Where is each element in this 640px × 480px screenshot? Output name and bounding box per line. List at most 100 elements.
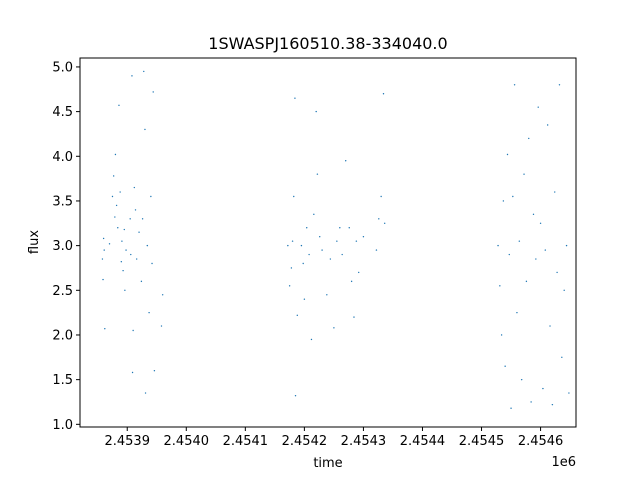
data-point: [291, 240, 294, 242]
y-tick-label: 2.0: [52, 328, 73, 343]
data-point: [546, 124, 549, 126]
data-point: [502, 200, 505, 202]
data-point: [568, 392, 570, 394]
data-point: [290, 267, 293, 269]
y-tick-label: 4.5: [52, 105, 73, 120]
data-point: [556, 271, 558, 274]
data-point: [544, 249, 546, 251]
data-point: [134, 209, 137, 211]
data-point: [558, 84, 561, 86]
data-point: [300, 244, 303, 247]
chart-title: 1SWASPJ160510.38-334040.0: [208, 34, 447, 53]
data-point: [500, 334, 503, 336]
data-point: [131, 75, 133, 77]
data-point: [508, 253, 510, 256]
data-point: [122, 269, 124, 272]
data-point: [530, 401, 532, 403]
data-point: [518, 240, 521, 242]
data-point: [362, 235, 365, 238]
data-point: [146, 244, 149, 247]
data-point: [321, 249, 323, 251]
data-point: [115, 204, 118, 207]
data-point: [319, 235, 321, 238]
data-point: [510, 407, 512, 409]
data-point: [333, 327, 335, 329]
data-point: [315, 110, 317, 113]
data-point: [516, 311, 518, 314]
data-point: [102, 278, 104, 281]
data-point: [378, 218, 380, 220]
data-point: [542, 387, 544, 390]
plot-area: [80, 58, 576, 427]
data-point: [293, 195, 295, 198]
data-point: [520, 378, 523, 381]
x-tick-label: 2.4545: [459, 434, 505, 449]
y-tick-label: 3.0: [52, 239, 73, 254]
data-point: [313, 213, 315, 216]
data-point: [108, 243, 111, 245]
data-point: [143, 70, 145, 73]
data-point: [336, 240, 338, 242]
data-point: [554, 191, 556, 193]
data-point: [308, 253, 310, 256]
data-point: [131, 371, 134, 374]
data-point: [119, 191, 121, 193]
x-tick-label: 2.4541: [223, 434, 269, 449]
y-tick-label: 2.5: [52, 284, 73, 299]
data-point: [153, 370, 156, 372]
plot-frame: [79, 57, 577, 428]
data-point: [121, 240, 123, 242]
data-point: [120, 261, 123, 263]
x-tick-label: 2.4540: [164, 434, 210, 449]
data-point: [551, 403, 554, 406]
data-point: [103, 249, 105, 251]
x-tick-label: 2.4539: [104, 434, 150, 449]
data-point: [532, 213, 535, 216]
data-point: [513, 84, 516, 86]
data-point: [287, 244, 289, 247]
data-point: [525, 280, 528, 283]
data-point: [138, 231, 140, 233]
data-point: [132, 329, 134, 332]
data-point: [341, 253, 343, 256]
y-tick-label: 1.0: [52, 418, 73, 433]
data-point: [124, 289, 126, 291]
data-point: [148, 311, 150, 314]
data-point: [114, 153, 117, 156]
data-point: [306, 227, 308, 229]
data-point: [375, 249, 378, 251]
data-point: [512, 195, 514, 198]
x-tick-label: 2.4544: [400, 434, 446, 449]
data-point: [101, 258, 104, 260]
data-point: [380, 195, 382, 198]
data-point: [561, 356, 563, 359]
data-point: [528, 137, 530, 140]
x-tick-label: 2.4542: [282, 434, 328, 449]
y-tick-label: 3.5: [52, 194, 73, 209]
data-point: [111, 195, 114, 198]
data-point: [112, 175, 115, 177]
data-point: [563, 289, 565, 291]
data-point: [296, 314, 298, 317]
y-axis-ticks: 1.0 1.5 2.0 2.5 3.0 3.5 4.0 4.5 5.0: [52, 60, 80, 433]
y-tick-label: 4.0: [52, 150, 73, 165]
data-point: [499, 285, 501, 287]
y-tick-label: 1.5: [52, 373, 73, 388]
data-points: [101, 70, 570, 409]
data-point: [294, 395, 297, 397]
data-point: [117, 227, 119, 229]
data-point: [133, 186, 136, 189]
data-point: [125, 249, 127, 251]
data-point: [152, 91, 154, 93]
data-point: [497, 244, 499, 247]
data-point: [102, 237, 105, 240]
data-point: [288, 285, 291, 287]
data-point: [144, 392, 147, 394]
data-point: [535, 258, 537, 260]
data-point: [339, 227, 341, 229]
data-point: [523, 173, 525, 175]
data-point: [353, 316, 355, 318]
data-point: [150, 195, 152, 198]
data-point: [114, 216, 116, 218]
